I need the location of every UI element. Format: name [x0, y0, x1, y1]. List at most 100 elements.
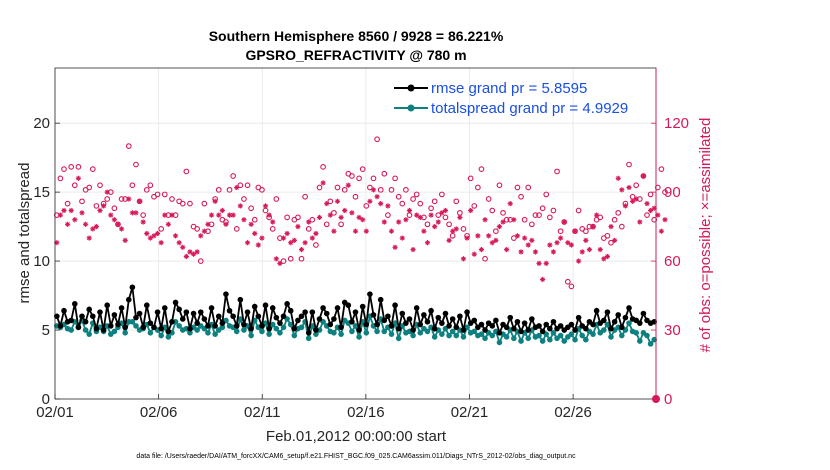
- obs-assimilated-point: [288, 240, 294, 246]
- totalspread-point: [287, 321, 294, 328]
- obs-assimilated-point: [471, 251, 477, 257]
- y-right-tick-label: 60: [664, 253, 681, 270]
- rmse-point: [511, 325, 517, 332]
- rmse-point: [518, 328, 524, 335]
- rmse-point: [273, 314, 280, 321]
- obs-possible-point: [334, 184, 341, 191]
- obs-assimilated-point: [622, 203, 629, 209]
- totalspread-point: [410, 332, 416, 339]
- totalspread-point: [266, 331, 272, 337]
- rmse-point: [604, 309, 611, 315]
- y-left-tick-label: 10: [33, 253, 50, 270]
- rmse-point: [392, 302, 398, 309]
- obs-possible-point: [68, 163, 75, 170]
- rmse-point: [345, 302, 352, 309]
- rmse-point: [223, 291, 229, 297]
- x-tick-label: 02/01: [36, 404, 74, 421]
- obs-possible-point: [154, 191, 161, 198]
- totalspread-point: [453, 332, 460, 339]
- obs-possible-point: [169, 196, 175, 202]
- rmse-point: [496, 330, 503, 336]
- rmse-point: [529, 316, 535, 322]
- obs-possible-point: [503, 216, 510, 223]
- obs-assimilated-point: [363, 228, 369, 234]
- rmse-point: [338, 324, 344, 331]
- obs-possible-point: [244, 182, 251, 189]
- obs-assimilated-point: [90, 226, 96, 232]
- obs-assimilated-point: [388, 228, 395, 234]
- obs-assimilated-point: [540, 276, 546, 283]
- obs-assimilated-point: [241, 217, 247, 223]
- rmse-point: [583, 325, 589, 332]
- obs-possible-point: [485, 196, 492, 202]
- x-tick-label: 02/06: [140, 404, 178, 421]
- rmse-point: [194, 320, 200, 326]
- obs-possible-point: [377, 186, 384, 193]
- obs-assimilated-point: [507, 201, 513, 207]
- obs-possible-point: [309, 216, 316, 223]
- obs-possible-point: [644, 212, 650, 218]
- rmse-point: [309, 309, 316, 315]
- rmse-point: [161, 305, 168, 311]
- rmse-point: [464, 309, 470, 315]
- rmse-point: [363, 321, 370, 328]
- obs-assimilated-point: [446, 237, 452, 243]
- rmse-point: [129, 284, 136, 291]
- obs-assimilated-point: [244, 240, 251, 246]
- totalspread-point: [525, 335, 532, 342]
- obs-assimilated-point: [439, 210, 445, 216]
- rmse-point: [410, 327, 416, 333]
- obs-assimilated-point: [169, 212, 175, 218]
- obs-possible-point: [118, 196, 125, 202]
- totalspread-point: [259, 328, 265, 335]
- obs-assimilated-point: [342, 207, 348, 214]
- obs-assimilated-point: [64, 221, 71, 227]
- obs-assimilated-point: [554, 240, 560, 246]
- totalspread-point: [273, 325, 280, 332]
- obs-possible-point: [662, 189, 668, 195]
- rmse-point: [61, 307, 67, 314]
- rmse-point: [287, 307, 294, 314]
- obs-possible-point: [618, 223, 625, 230]
- rmse-point: [521, 320, 528, 326]
- obs-possible-point: [493, 228, 499, 235]
- obs-assimilated-point: [198, 233, 204, 239]
- obs-possible-point: [381, 170, 388, 177]
- obs-assimilated-point: [424, 240, 431, 246]
- obs-possible-point: [97, 182, 103, 189]
- obs-possible-point: [161, 191, 168, 198]
- x-tick-label: 02/26: [554, 404, 592, 421]
- obs-possible-point: [392, 175, 398, 182]
- obs-assimilated-point: [518, 249, 524, 255]
- obs-possible-point: [302, 193, 308, 200]
- rmse-point: [406, 316, 413, 322]
- rmse-point: [424, 318, 431, 325]
- rmse-point: [352, 309, 359, 315]
- obs-assimilated-point: [619, 187, 625, 193]
- obs-assimilated-point: [291, 237, 297, 243]
- rmse-point: [104, 302, 110, 309]
- obs-possible-point: [75, 163, 82, 170]
- obs-assimilated-point: [345, 182, 351, 188]
- obs-assimilated-point: [79, 210, 85, 216]
- totalspread-point: [431, 334, 438, 340]
- y-left-tick-label: 15: [33, 184, 50, 201]
- obs-assimilated-point: [626, 184, 632, 191]
- obs-assimilated-point: [309, 235, 315, 241]
- rmse-point: [471, 317, 478, 324]
- obs-assimilated-point: [417, 214, 423, 221]
- totalspread-point: [568, 331, 575, 337]
- rmse-point: [637, 320, 643, 326]
- totalspread-point: [277, 330, 283, 336]
- obs-assimilated-point: [410, 246, 416, 253]
- rmse-point: [493, 317, 499, 324]
- obs-assimilated-point: [601, 256, 607, 262]
- obs-count-markers: [53, 136, 668, 290]
- obs-assimilated-point: [190, 251, 197, 257]
- obs-possible-point: [428, 205, 434, 212]
- obs-possible-point: [183, 168, 190, 175]
- obs-assimilated-point: [576, 258, 582, 264]
- obs-assimilated-point: [630, 198, 636, 204]
- obs-assimilated-point: [86, 235, 92, 241]
- totalspread-point: [280, 324, 287, 331]
